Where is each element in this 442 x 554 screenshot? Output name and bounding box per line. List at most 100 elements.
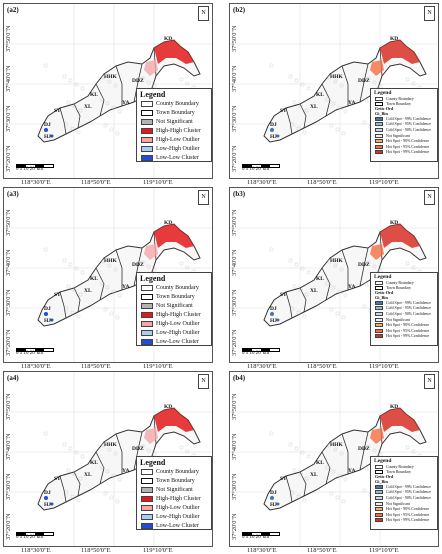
town-label-hj: HJ xyxy=(44,318,52,324)
legend-swatch xyxy=(375,311,383,316)
legend-item-label: Cold Spot - 95% Confidence xyxy=(386,490,431,495)
scale-unit: km xyxy=(36,167,44,172)
legend-item: Hot Spot - 95% Confidence xyxy=(371,144,437,150)
legend-swatch xyxy=(375,122,383,127)
scale-bar-ticks: 0 5 10 20 km xyxy=(242,167,269,172)
town-label-xl: XL xyxy=(310,104,318,110)
legend-item-label: Low-Low Cluster xyxy=(156,154,199,161)
longitude-label: 119°10'0"E xyxy=(143,547,173,554)
legend-item: Town Boundary xyxy=(371,469,437,474)
scale-bar-graphic xyxy=(242,348,280,352)
legend-item: High-High Cluster xyxy=(137,126,211,135)
latitude-label: 37°50'0"N xyxy=(231,209,238,236)
latitude-label: 37°40'0"N xyxy=(5,65,12,92)
town-label-hhk: HHK xyxy=(104,74,117,80)
latitude-label: 37°50'0"N xyxy=(5,25,12,52)
longitude-label: 119°10'0"E xyxy=(369,179,399,186)
legend-item: Cold Spot - 90% Confidence xyxy=(371,311,437,317)
town-label-ddz: DDZ xyxy=(358,78,370,84)
town-label-ddz: DDZ xyxy=(358,262,370,268)
panel-label: (b4) xyxy=(233,374,246,382)
legend-item: Not Significant xyxy=(371,133,437,139)
legend-swatch xyxy=(375,512,383,517)
town-label-kd: KD xyxy=(390,220,399,226)
town-label-xl: XL xyxy=(310,472,318,478)
legend-swatch xyxy=(375,464,383,469)
longitude-label: 118°50'0"E xyxy=(81,547,111,554)
panel-label: (a4) xyxy=(7,374,19,382)
scale-bar-graphic xyxy=(242,532,280,536)
legend-item-label: High-Low Outlier xyxy=(156,504,200,511)
town-label-st: ST xyxy=(280,108,287,114)
legend-item: County Boundary xyxy=(371,96,437,101)
longitude-label: 118°30'0"E xyxy=(247,547,277,554)
scale-bar-graphic xyxy=(242,164,280,168)
legend-item-label: Low-High Outlier xyxy=(156,329,200,336)
legend-item-label: Hot Spot - 95% Confidence xyxy=(386,328,430,333)
legend-item: Low-Low Cluster xyxy=(137,337,211,346)
legend-item: Cold Spot - 99% Confidence xyxy=(371,300,437,306)
town-label-ya: YA xyxy=(348,284,356,290)
legend-swatch xyxy=(375,469,383,474)
legend-item: Town Boundary xyxy=(137,292,211,301)
town-label-st: ST xyxy=(54,292,61,298)
legend-item: Hot Spot - 90% Confidence xyxy=(371,506,437,512)
legend-item-label: Cold Spot - 95% Confidence xyxy=(386,306,431,311)
legend-box: Legend County Boundary Town Boundary Not Si… xyxy=(136,456,212,530)
latitude-label: 37°50'0"N xyxy=(5,393,12,420)
latitude-label: 37°50'0"N xyxy=(231,393,238,420)
town-label-kl: KL xyxy=(316,92,324,98)
town-label-ddz: DDZ xyxy=(132,446,144,452)
town-label-st: ST xyxy=(54,476,61,482)
legend-item: Not Significant xyxy=(137,485,211,494)
town-label-kl: KL xyxy=(90,276,98,282)
legend-item-label: Low-Low Cluster xyxy=(156,522,199,529)
latitude-label: 37°30'0"N xyxy=(5,105,12,132)
town-label-kl: KL xyxy=(316,276,324,282)
town-label-ya: YA xyxy=(122,100,130,106)
latitude-label: 37°20'0"N xyxy=(5,513,12,540)
legend-swatch xyxy=(141,127,153,134)
scale-bar-ticks: 0 5 10 20 km xyxy=(16,535,43,540)
latitude-label: 37°40'0"N xyxy=(5,433,12,460)
longitude-label: 119°10'0"E xyxy=(143,363,173,370)
legend-item: Town Boundary xyxy=(137,476,211,485)
legend-item-label: Hot Spot - 90% Confidence xyxy=(386,139,430,144)
town-label-st: ST xyxy=(280,292,287,298)
map-graphic xyxy=(4,372,212,546)
legend-swatch xyxy=(375,101,383,106)
legend-box: Legend County Boundary Town Boundary Getis-… xyxy=(370,456,438,530)
north-arrow-icon: N xyxy=(198,6,209,21)
legend-swatch xyxy=(375,495,383,500)
legend-item: Not Significant xyxy=(371,317,437,323)
legend-swatch xyxy=(375,518,383,523)
map-panel-b4: (b4) N KD HHK DDZ KL XL YA ST DJ HJ 37°50'0"N 37°40'… xyxy=(229,371,439,547)
legend-item-label: Low-High Outlier xyxy=(156,513,200,520)
legend-item: Low-Low Cluster xyxy=(137,153,211,162)
longitude-label: 118°30'0"E xyxy=(21,363,51,370)
town-label-xl: XL xyxy=(84,104,92,110)
map-panel-b2: (b2) N KD HHK DDZ KL XL YA ST DJ HJ 37°50'0"N 37°40'… xyxy=(229,3,439,179)
north-arrow-icon: N xyxy=(198,374,209,389)
legend-item-label: County Boundary xyxy=(386,280,414,285)
legend-item-label: Hot Spot - 95% Confidence xyxy=(386,144,430,149)
legend-item-label: Town Boundary xyxy=(156,477,195,484)
town-label-kd: KD xyxy=(390,36,399,42)
legend-swatch xyxy=(141,284,153,291)
town-label-hj: HJ xyxy=(44,134,52,140)
legend-item-label: High-Low Outlier xyxy=(156,136,200,143)
legend-swatch xyxy=(375,490,383,495)
legend-item-label: Hot Spot - 99% Confidence xyxy=(386,334,430,339)
town-label-kd: KD xyxy=(164,220,173,226)
legend-item-label: Hot Spot - 95% Confidence xyxy=(386,512,430,517)
legend-item: Low-High Outlier xyxy=(137,144,211,153)
longitude-label: 118°30'0"E xyxy=(247,179,277,186)
legend-item: High-Low Outlier xyxy=(137,135,211,144)
latitude-label: 37°40'0"N xyxy=(231,249,238,276)
legend-swatch xyxy=(375,501,383,506)
town-label-hj: HJ xyxy=(270,318,278,324)
latitude-label: 37°50'0"N xyxy=(231,25,238,52)
panel-label: (b3) xyxy=(233,190,246,198)
latitude-label: 37°40'0"N xyxy=(231,433,238,460)
town-label-dj: DJ xyxy=(270,306,277,312)
